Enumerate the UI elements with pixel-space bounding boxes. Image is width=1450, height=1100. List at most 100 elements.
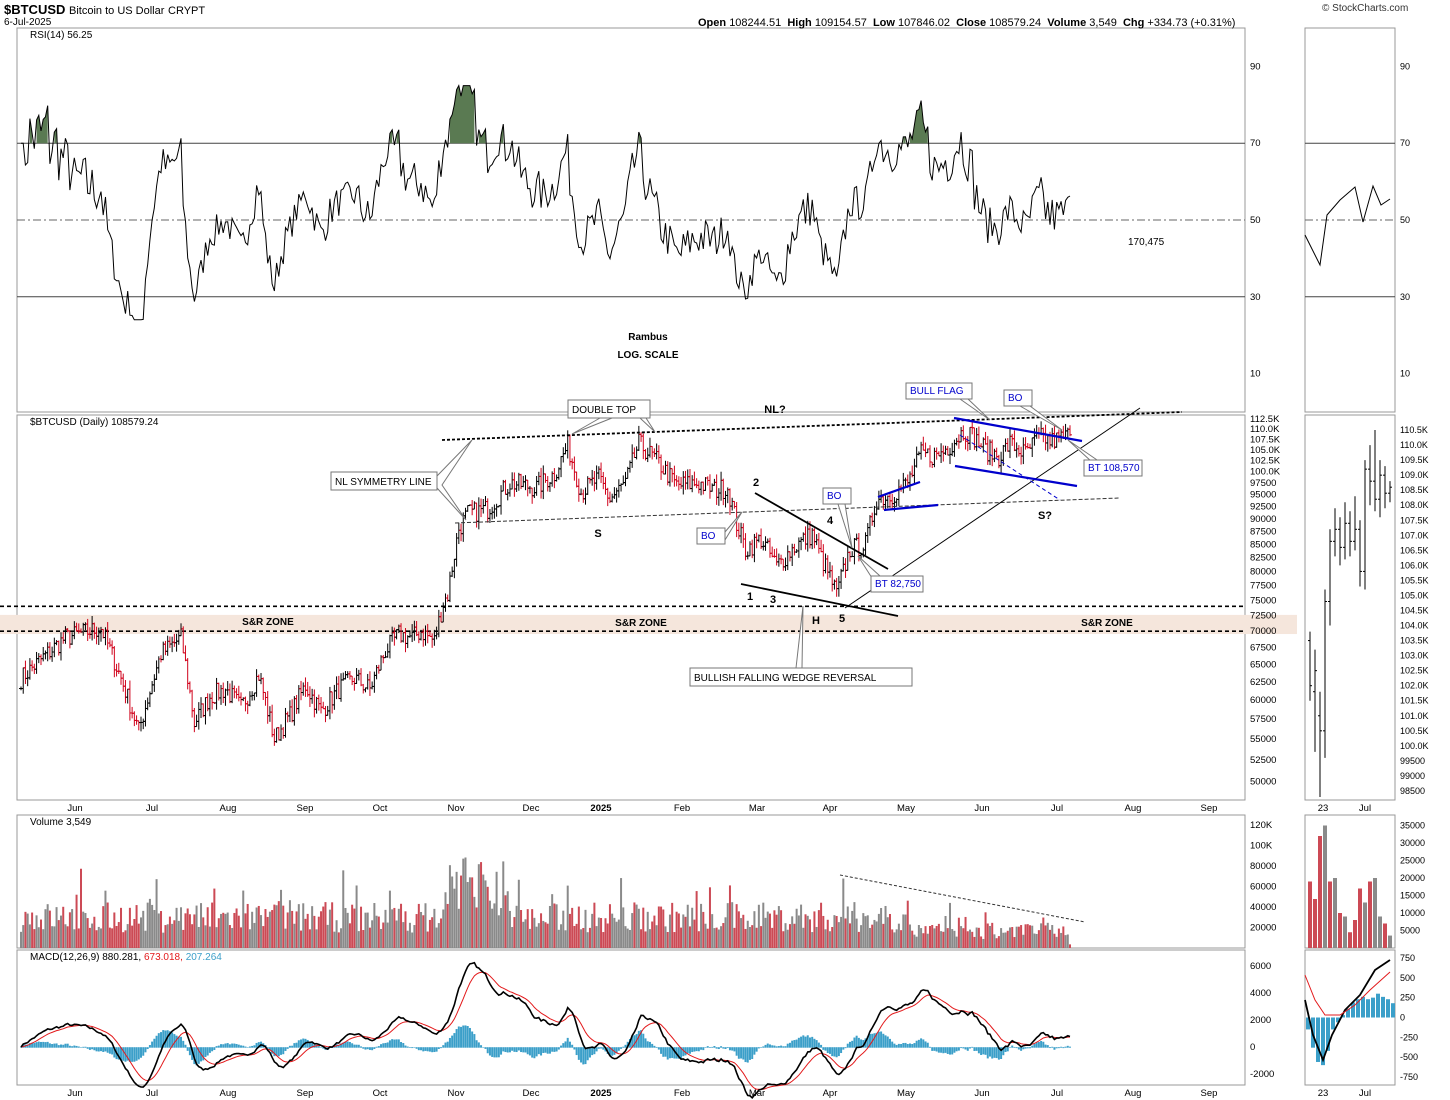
volume-bar [937, 923, 940, 948]
volume-bar [311, 906, 314, 948]
month-tick-label: Apr [823, 803, 838, 814]
volume-bar [500, 908, 503, 948]
macd-histogram-bar [773, 1045, 776, 1048]
volume-bar [371, 920, 374, 948]
volume-bar [546, 923, 549, 948]
inset-volume-bar [1358, 888, 1362, 948]
volume-bar [222, 912, 225, 948]
macd-histogram-bar [148, 1045, 151, 1048]
volume-bar [484, 880, 487, 948]
volume-bar [493, 903, 496, 948]
price-tick-label: 95000 [1250, 490, 1276, 501]
macd-histogram-bar [966, 1047, 969, 1051]
macd-histogram-bar [35, 1042, 38, 1048]
macd-histogram-bar [886, 1036, 889, 1048]
month-tick-label: Sep [297, 803, 314, 814]
macd-histogram-bar [453, 1033, 456, 1048]
macd-histogram-bar [37, 1041, 40, 1048]
volume-bar [384, 909, 387, 948]
volume-bar [302, 903, 305, 948]
macd-histogram-bar [66, 1043, 69, 1048]
macd-histogram-bar [240, 1045, 243, 1048]
macd-histogram-bar [860, 1039, 863, 1048]
macd-histogram-bar [500, 1047, 503, 1055]
volume-bar [324, 902, 327, 948]
volume-bar [286, 912, 289, 948]
macd-histogram-bar [768, 1044, 771, 1048]
volume-bar [208, 926, 211, 948]
macd-histogram-bar [442, 1045, 445, 1048]
volume-bar [571, 907, 574, 948]
macd-histogram-bar [664, 1047, 667, 1057]
macd-histogram-bar [651, 1043, 654, 1048]
macd-histogram-bar [568, 1041, 571, 1048]
macd-histogram-bar [982, 1047, 985, 1055]
macd-histogram-bar [122, 1047, 125, 1061]
volume-bar [586, 932, 589, 948]
bt-82750-label: BT 82,750 [875, 579, 921, 590]
volume-bar [926, 933, 929, 948]
macd-histogram-bar [988, 1047, 991, 1057]
macd-histogram-bar [117, 1047, 120, 1060]
macd-histogram-bar [128, 1047, 131, 1062]
volume-bar [133, 918, 136, 948]
macd-histogram-bar [777, 1046, 780, 1048]
small-channel-lower [883, 503, 939, 512]
macd-histogram-bar [68, 1045, 71, 1048]
macd-histogram-bar [146, 1047, 149, 1050]
macd-histogram-bar [40, 1041, 43, 1048]
macd-histogram-bar [1055, 1047, 1058, 1049]
volume-bar [788, 924, 791, 948]
volume-bar [93, 916, 96, 948]
macd-histogram-bar [488, 1047, 491, 1056]
macd-histogram-bar [553, 1047, 556, 1052]
macd-histogram-bar [337, 1044, 340, 1048]
macd-histogram-bar [811, 1036, 814, 1048]
macd-histogram-bar [557, 1047, 560, 1050]
price-tick-label: 65000 [1250, 659, 1276, 670]
macd-histogram-bar [397, 1039, 400, 1048]
right-shoulder-label: S? [1038, 510, 1052, 522]
volume-bar [515, 905, 518, 948]
volume-bar [680, 927, 683, 948]
volume-bar [166, 924, 169, 948]
inset-price-tick: 103.0K [1400, 651, 1429, 661]
volume-bar [695, 891, 698, 948]
volume-bar [122, 932, 125, 948]
macd-histogram-bar [764, 1044, 767, 1048]
volume-bar [151, 904, 154, 948]
macd-histogram-bar [926, 1042, 929, 1048]
volume-bar [733, 927, 736, 948]
macd-histogram-bar [657, 1047, 660, 1050]
volume-bar [731, 902, 734, 948]
inset-volume-tick: 25000 [1400, 856, 1425, 866]
volume-bar [204, 925, 207, 948]
inset-price-tick: 109.0K [1400, 470, 1429, 480]
volume-bar [424, 903, 427, 948]
volume-bar [693, 919, 696, 948]
macd-histogram-bar [1048, 1047, 1051, 1049]
macd-histogram-bar [413, 1047, 416, 1048]
macd-histogram-bar [484, 1047, 487, 1049]
volume-bar [653, 915, 656, 948]
volume-bar [884, 905, 887, 948]
volume-bar [728, 885, 731, 948]
volume-bar [420, 911, 423, 948]
volume-bar [642, 907, 645, 948]
inset-macd-tick: 250 [1400, 993, 1415, 1003]
volume-bar [248, 929, 251, 948]
inset-rsi-tick: 30 [1400, 292, 1410, 302]
volume-bar [171, 923, 174, 948]
volume-bar [771, 927, 774, 948]
volume-bar [413, 925, 416, 948]
macd-histogram-bar [144, 1047, 147, 1053]
macd-histogram-bar [942, 1047, 945, 1054]
macd-histogram-bar [388, 1040, 391, 1048]
volume-bar [542, 920, 545, 948]
macd-histogram-bar [873, 1033, 876, 1048]
inset-volume-bar [1348, 932, 1352, 948]
macd-histogram-bar [222, 1044, 225, 1048]
macd-histogram-bar [686, 1047, 689, 1054]
macd-histogram-bar [75, 1045, 78, 1048]
macd-histogram-bar [704, 1047, 707, 1048]
